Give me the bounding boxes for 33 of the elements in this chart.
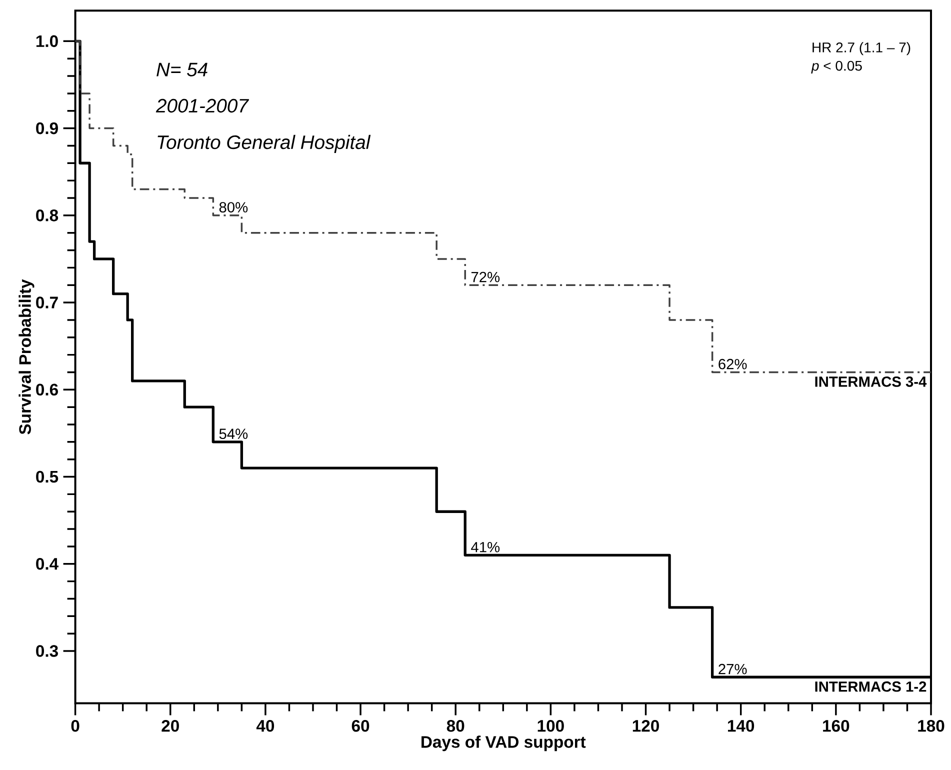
annotation: HR 2.7 (1.1 – 7) — [812, 42, 910, 56]
x-tick-label: 40 — [256, 720, 274, 732]
x-tick-label: 180 — [918, 720, 944, 732]
x-tick-label: 0 — [71, 720, 80, 732]
annotation: Toronto General Hospital — [158, 134, 371, 153]
data-label: 72% — [471, 272, 500, 282]
y-tick-label: 0.9 — [36, 122, 58, 134]
x-tick-label: 80 — [446, 720, 464, 732]
data-label: 62% — [718, 358, 747, 370]
y-tick-label: 0.6 — [36, 384, 58, 396]
x-tick-label: 100 — [538, 720, 564, 732]
x-axis-title: Days of VAD support — [422, 736, 586, 752]
data-label: 41% — [471, 542, 500, 552]
y-tick-label: 0.5 — [36, 470, 58, 483]
y-tick-label: 0.7 — [36, 296, 58, 308]
data-label: 27% — [718, 664, 747, 674]
x-tick-label: 140 — [728, 720, 754, 732]
data-label: 54% — [219, 428, 248, 439]
x-tick-label: 20 — [162, 720, 179, 732]
y-tick-label: 0.3 — [36, 645, 58, 657]
x-tick-label: 120 — [632, 720, 659, 732]
x-tick-label: 60 — [352, 720, 370, 732]
y-tick-label: 0.8 — [36, 210, 58, 222]
y-axis-title: Survival Probability — [18, 279, 34, 434]
y-tick-label: 0.4 — [36, 558, 58, 570]
series-label: INTERMACS 1-2 — [815, 681, 926, 692]
annotation: 2001-2007 — [156, 98, 250, 113]
data-label: 80% — [219, 202, 248, 212]
x-tick-label: 160 — [823, 720, 850, 732]
y-tick-label: 1.0 — [36, 35, 58, 48]
annotation: p < 0.05 — [811, 60, 862, 74]
annotation: N= 54 — [156, 62, 208, 76]
series-label: INTERMACS 3-4 — [815, 376, 927, 387]
